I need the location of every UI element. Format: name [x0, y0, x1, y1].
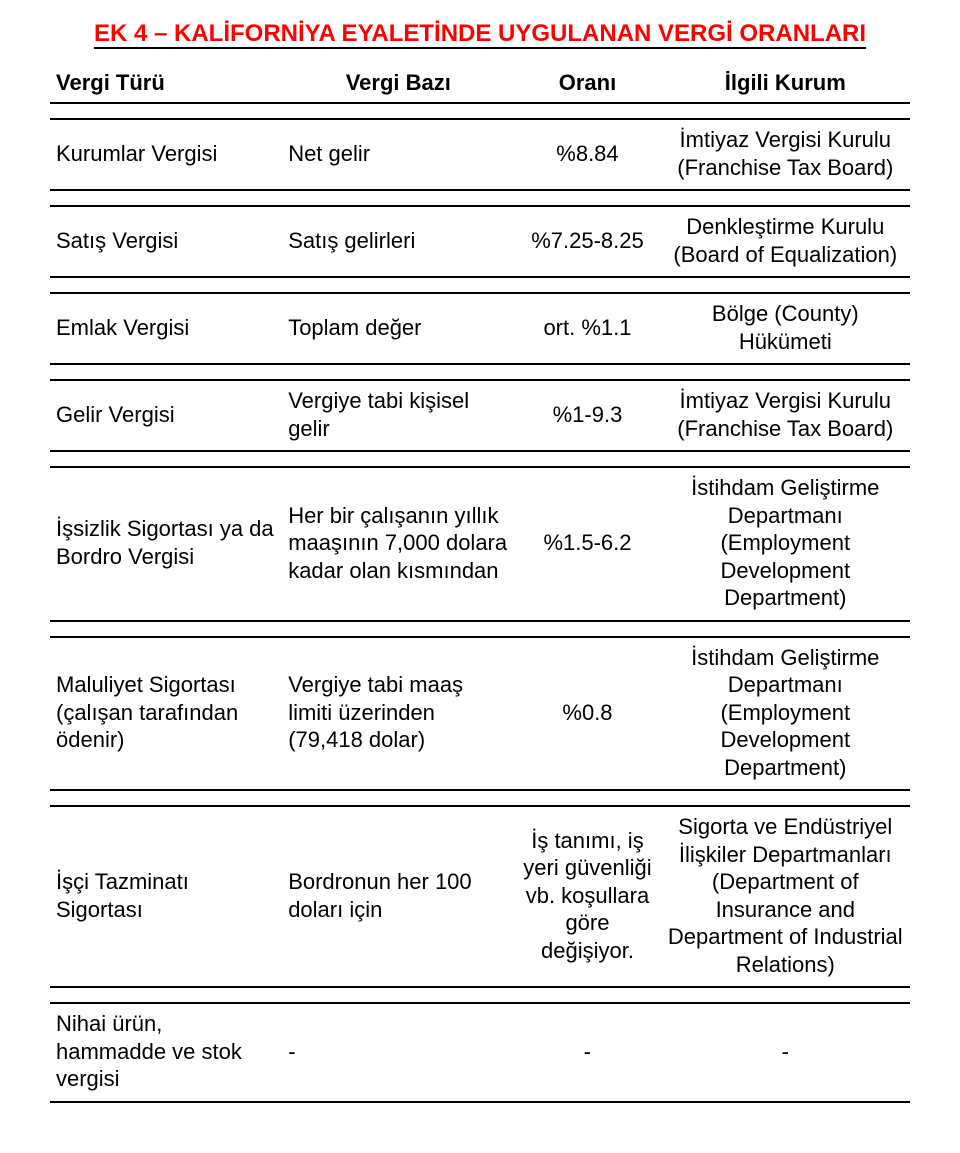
table-cell: İmtiyaz Vergisi Kurulu (Franchise Tax Bo… [661, 381, 910, 451]
table-cell: İmtiyaz Vergisi Kurulu (Franchise Tax Bo… [661, 120, 910, 190]
table-cell: Satış gelirleri [282, 207, 514, 277]
table-cell: %0.8 [514, 638, 660, 791]
table-row: Kurumlar VergisiNet gelir%8.84İmtiyaz Ve… [50, 118, 910, 191]
table-row: İşçi Tazminatı SigortasıBordronun her 10… [50, 805, 910, 988]
table-row: İşsizlik Sigortası ya da Bordro VergisiH… [50, 466, 910, 622]
table-cell: Vergiye tabi kişisel gelir [282, 381, 514, 451]
table-cell: %8.84 [514, 120, 660, 190]
table-row: Nihai ürün, hammadde ve stok vergisi--- [50, 1002, 910, 1103]
table-cell: Denkleştirme Kurulu (Board of Equalizati… [661, 207, 910, 277]
table-cell: İstihdam Geliştirme Departmanı (Employme… [661, 638, 910, 791]
header-col3: Oranı [514, 66, 660, 103]
table-cell: Vergiye tabi maaş limiti üzerinden (79,4… [282, 638, 514, 791]
table-cell: İşsizlik Sigortası ya da Bordro Vergisi [50, 468, 282, 621]
table-body: Kurumlar VergisiNet gelir%8.84İmtiyaz Ve… [50, 118, 910, 1103]
header-row: Vergi Türü Vergi Bazı Oranı İlgili Kurum [50, 66, 910, 104]
table-cell: ort. %1.1 [514, 294, 660, 364]
table-cell: %1-9.3 [514, 381, 660, 451]
table-cell: İş tanımı, iş yeri güvenliği vb. koşulla… [514, 807, 660, 987]
table-row: Gelir VergisiVergiye tabi kişisel gelir%… [50, 379, 910, 452]
header-col2: Vergi Bazı [282, 66, 514, 103]
table-cell: Nihai ürün, hammadde ve stok vergisi [50, 1004, 282, 1102]
table-cell: İşçi Tazminatı Sigortası [50, 807, 282, 987]
page-title: EK 4 – KALİFORNİYA EYALETİNDE UYGULANAN … [50, 20, 910, 48]
table-cell: Sigorta ve Endüstriyel İlişkiler Departm… [661, 807, 910, 987]
table-row: Maluliyet Sigortası (çalışan tarafından … [50, 636, 910, 792]
table-cell: %1.5-6.2 [514, 468, 660, 621]
table-row: Emlak VergisiToplam değerort. %1.1Bölge … [50, 292, 910, 365]
table-cell: Toplam değer [282, 294, 514, 364]
table-cell: Bordronun her 100 doları için [282, 807, 514, 987]
table-cell: İstihdam Geliştirme Departmanı (Employme… [661, 468, 910, 621]
header-col4: İlgili Kurum [661, 66, 910, 103]
table-cell: Satış Vergisi [50, 207, 282, 277]
table-cell: %7.25-8.25 [514, 207, 660, 277]
table-row: Satış VergisiSatış gelirleri%7.25-8.25De… [50, 205, 910, 278]
table-cell: Kurumlar Vergisi [50, 120, 282, 190]
table-cell: Gelir Vergisi [50, 381, 282, 451]
table-cell: Bölge (County) Hükümeti [661, 294, 910, 364]
table-cell: Maluliyet Sigortası (çalışan tarafından … [50, 638, 282, 791]
table-cell: Emlak Vergisi [50, 294, 282, 364]
table-cell: Net gelir [282, 120, 514, 190]
header-col1: Vergi Türü [50, 66, 282, 103]
table-cell: - [282, 1004, 514, 1102]
table-cell: Her bir çalışanın yıllık maaşının 7,000 … [282, 468, 514, 621]
table-cell: - [514, 1004, 660, 1102]
table-cell: - [661, 1004, 910, 1102]
